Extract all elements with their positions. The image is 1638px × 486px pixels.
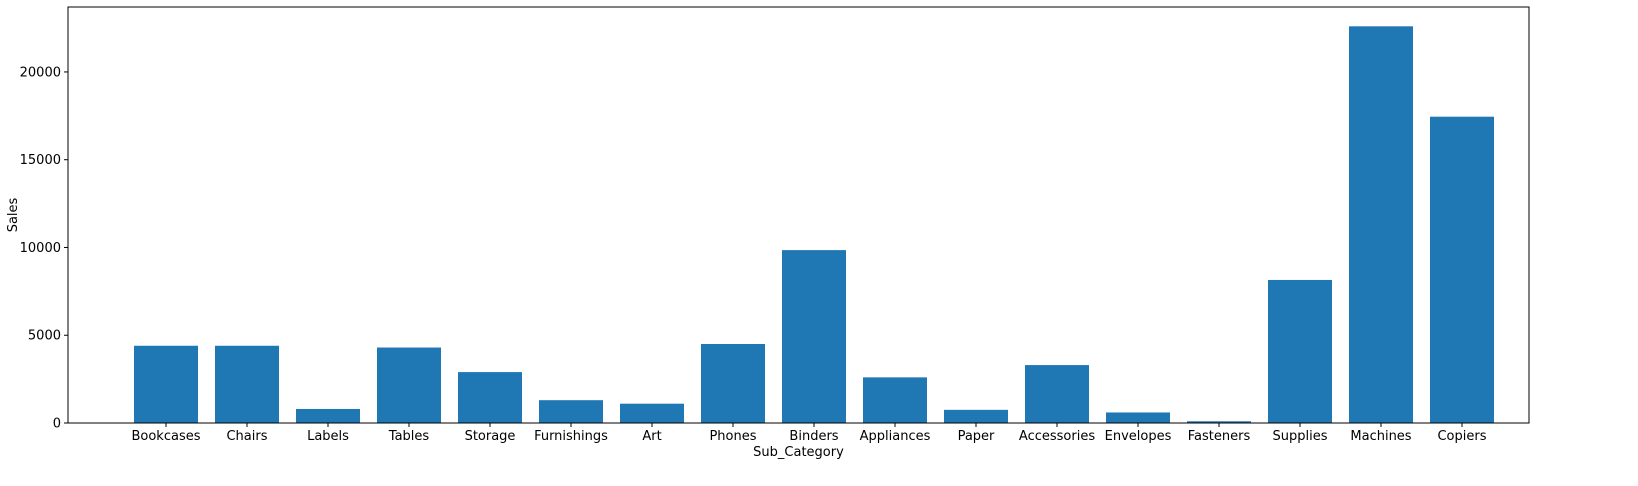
y-axis-label: Sales xyxy=(6,197,21,232)
y-tick-label: 0 xyxy=(53,417,61,432)
bar-supplies xyxy=(1268,279,1332,423)
bar-paper xyxy=(944,409,1008,423)
bar-copiers xyxy=(1430,116,1494,423)
axes-frame xyxy=(67,6,1530,424)
bar-labels xyxy=(296,408,360,423)
bar-machines xyxy=(1349,26,1413,424)
x-tick-label: Appliances xyxy=(860,429,931,444)
y-tick-label: 15000 xyxy=(20,153,61,168)
x-tick-label: Supplies xyxy=(1273,429,1328,444)
x-tick-label: Envelopes xyxy=(1105,429,1172,444)
bar-phones xyxy=(701,344,765,423)
x-tick-label: Labels xyxy=(307,429,349,444)
x-tick-label: Chairs xyxy=(226,429,267,444)
bar-appliances xyxy=(863,377,927,423)
bar-bookcases xyxy=(134,345,198,423)
x-tick-label: Machines xyxy=(1350,429,1411,444)
bar-envelopes xyxy=(1106,412,1170,423)
y-tick-label: 10000 xyxy=(20,241,61,256)
x-tick-label: Tables xyxy=(388,429,430,444)
y-ticks-group: 0 5000 10000 15000 20000 xyxy=(20,65,68,432)
bar-art xyxy=(620,403,684,423)
bar-accessories xyxy=(1025,365,1089,423)
x-tick-label: Copiers xyxy=(1437,429,1486,444)
x-tick-label: Bookcases xyxy=(131,429,200,444)
bar-fasteners xyxy=(1187,421,1251,423)
bar-tables xyxy=(377,347,441,423)
x-ticks-group: Bookcases Chairs Labels Tables Storage Furnis… xyxy=(131,423,1487,444)
y-tick-label: 20000 xyxy=(20,65,61,80)
bars-group xyxy=(134,26,1494,424)
bar-chairs xyxy=(215,345,279,423)
x-axis-label: Sub_Category xyxy=(753,445,844,460)
bar-storage xyxy=(458,372,522,423)
x-tick-label: Furnishings xyxy=(534,429,608,444)
x-tick-label: Phones xyxy=(709,429,756,444)
bar-furnishings xyxy=(539,400,603,423)
x-tick-label: Binders xyxy=(789,429,838,444)
x-tick-label: Fasteners xyxy=(1188,429,1251,444)
x-tick-label: Accessories xyxy=(1019,429,1095,444)
x-tick-label: Storage xyxy=(465,429,516,444)
bar-binders xyxy=(782,250,846,423)
x-tick-label: Paper xyxy=(958,429,995,444)
x-tick-label: Art xyxy=(642,429,661,444)
y-tick-label: 5000 xyxy=(28,329,61,344)
